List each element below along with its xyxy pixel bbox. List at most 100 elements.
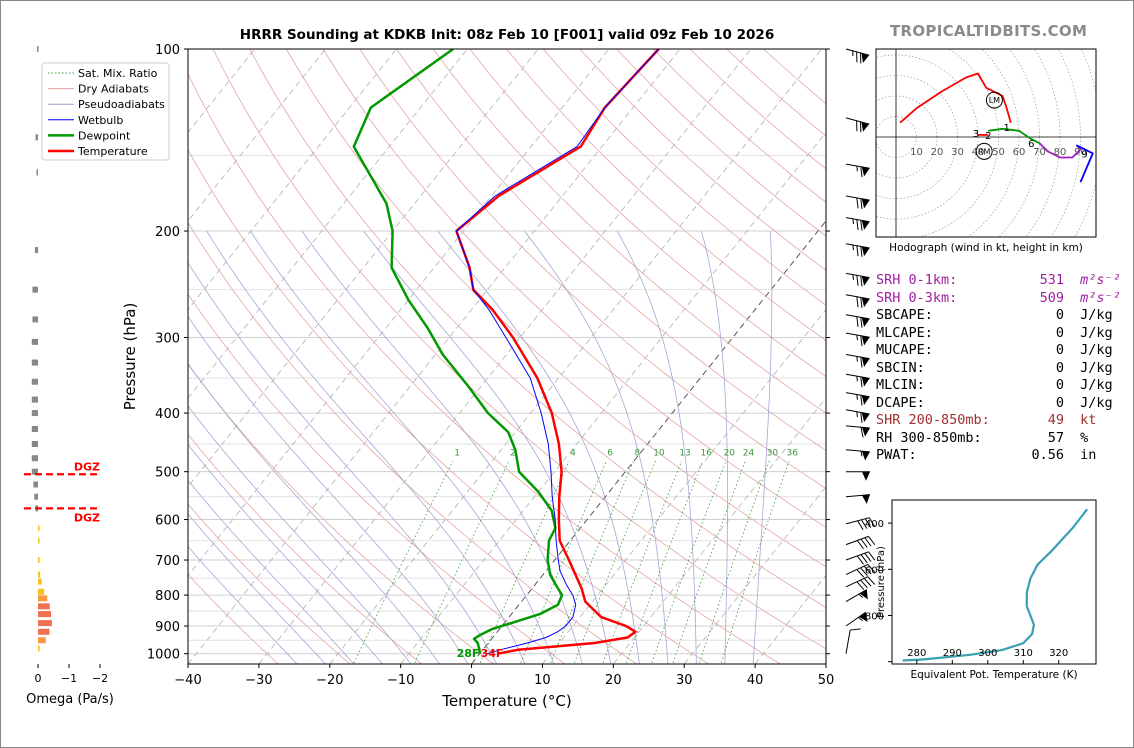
wind-barb-staff — [845, 195, 870, 201]
stat-value: 531 — [1039, 272, 1064, 288]
stat-label: SRH 0-3km: — [876, 289, 958, 306]
dry-adiabat — [188, 148, 710, 664]
wind-barb-full — [868, 551, 876, 561]
wind-barb — [845, 449, 870, 461]
stat-unit: % — [1072, 429, 1089, 446]
wind-barb-full — [860, 554, 868, 564]
pseudoadiabat — [188, 261, 498, 664]
wind-barb-flag — [861, 451, 870, 461]
isotherm-line — [471, 220, 826, 664]
hodograph-trace — [1038, 142, 1082, 159]
stat-label: PWAT: — [876, 447, 917, 463]
theta-e-frame — [891, 499, 1097, 665]
omega-bar — [31, 378, 38, 385]
wind-barb-full — [856, 219, 859, 230]
wind-barb-flag — [861, 494, 870, 504]
hodograph-height-label: 6 — [1028, 139, 1034, 150]
omega-bar — [31, 338, 38, 345]
wind-barb-half — [852, 50, 854, 57]
wind-barb-full — [864, 537, 872, 547]
omega-bar — [31, 425, 38, 432]
brand-watermark: TROPICALTIDBITS.COM — [890, 22, 1088, 40]
wind-barb-flag — [862, 471, 870, 481]
theta-e-x-tick-label: 320 — [1049, 648, 1068, 659]
isotherm-line — [258, 49, 752, 664]
wind-barb-staff — [845, 272, 870, 279]
hodograph-marker-ring — [985, 91, 1003, 109]
stat-row: RH 300-850mb: 57 % — [876, 430, 1116, 448]
omega-bar — [33, 481, 38, 488]
x-tick-label: 10 — [534, 673, 551, 688]
stat-label: SRH 0-1km: — [876, 272, 958, 288]
wind-barb-staff — [845, 294, 870, 300]
stat-label: MLCIN: — [876, 377, 925, 393]
omega-bar — [38, 645, 40, 652]
mixing-ratio-label: 20 — [724, 449, 736, 459]
profile-dewpoint — [352, 49, 564, 654]
isotherm-line — [400, 131, 826, 664]
pseudoadiabat — [188, 362, 440, 664]
omega-bar — [38, 588, 45, 595]
wind-barb — [845, 425, 870, 438]
pseudoadiabat — [752, 230, 773, 664]
omega-bar — [32, 316, 38, 323]
wind-barb-full — [860, 567, 868, 576]
pseudoadiabat — [188, 405, 412, 664]
pseudoadiabat — [188, 513, 327, 664]
omega-bar — [31, 468, 38, 475]
legend: Sat. Mix. Ratio Dry Adiabats Pseudoadiabat… — [41, 62, 170, 161]
stat-value: 57 — [1047, 429, 1064, 446]
omega-tick-label: −2 — [92, 672, 108, 685]
y-tick-label: 500 — [155, 466, 180, 481]
wind-barb-staff — [845, 611, 866, 627]
hodograph-marker-label: RM — [978, 147, 991, 156]
hodograph-frame — [875, 48, 1097, 238]
wind-barb-staff — [845, 409, 870, 415]
theta-e-y-label: Pressure (hPa) — [876, 546, 887, 618]
stat-value: 0 — [1055, 359, 1064, 376]
mixing-ratio-label: 4 — [570, 449, 576, 459]
omega-bar — [31, 410, 38, 417]
dry-adiabat — [212, 49, 826, 650]
dry-adiabat — [396, 49, 826, 451]
wind-barb-full — [863, 578, 872, 587]
stat-value: 0.56 — [1031, 447, 1064, 463]
mixing-ratio-line — [479, 460, 570, 664]
wind-barb-full — [868, 517, 876, 527]
pseudoadiabat — [701, 230, 728, 664]
wind-barb-full — [856, 581, 865, 590]
wind-barb-full — [859, 52, 862, 64]
omega-bar — [34, 493, 38, 500]
omega-bar — [38, 637, 46, 644]
wind-barb — [845, 551, 876, 565]
stat-unit: J/kg — [1072, 359, 1113, 376]
wind-barb-full — [856, 51, 858, 63]
skewt-axes-frame — [187, 48, 827, 665]
wind-barb-half — [857, 617, 863, 622]
wind-barb-staff — [845, 392, 870, 398]
mixing-ratio-label: 10 — [653, 449, 665, 459]
stat-label: SHR 200-850mb: — [876, 412, 990, 428]
hodograph: 10 20 30 40 50 60 70 80 90 LM RM 1 23 6 9 — [876, 49, 1096, 237]
wind-barb-staff — [845, 449, 870, 453]
isotherm-line — [329, 49, 823, 664]
wind-barb — [845, 272, 870, 287]
stat-value: 0 — [1055, 394, 1064, 411]
legend-label: Dewpoint — [78, 129, 131, 142]
stat-label: DCAPE: — [876, 394, 925, 411]
stat-label: MUCAPE: — [876, 342, 933, 358]
omega-bar — [38, 611, 52, 618]
hodograph-ring-label: 70 — [1033, 147, 1046, 158]
hodograph-caption: Hodograph (wind in kt, height in km) — [889, 242, 1083, 254]
dry-adiabat — [249, 49, 826, 608]
mixing-ratio-line — [625, 460, 704, 664]
stat-value: 0 — [1055, 307, 1064, 323]
pseudoadiabat — [616, 230, 697, 664]
wind-barb — [845, 517, 876, 530]
omega-axis-label: Omega (Pa/s) — [26, 692, 114, 707]
wind-barb-full — [850, 628, 861, 631]
pseudoadiabat — [188, 545, 298, 664]
stat-label: SBCAPE: — [876, 307, 933, 323]
y-axis-label: Pressure (hPa) — [121, 303, 139, 411]
legend-label: Wetbulb — [78, 114, 123, 127]
